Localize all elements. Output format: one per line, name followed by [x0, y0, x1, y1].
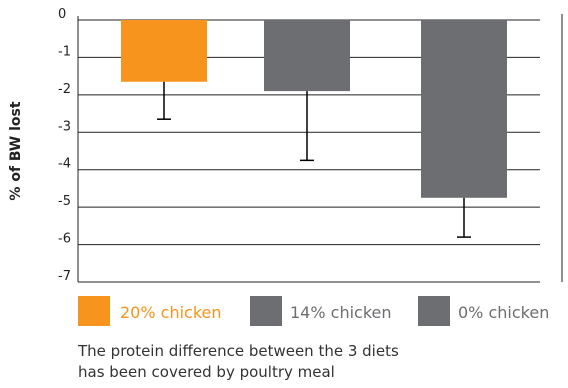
y-tick-label: -3 [58, 119, 71, 134]
y-tick-label: -4 [58, 157, 71, 172]
chart-note-line-1: The protein difference between the 3 die… [78, 342, 399, 360]
chart-note: The protein difference between the 3 die… [78, 341, 518, 383]
bar [121, 20, 207, 82]
bar [264, 20, 350, 92]
y-tick-label: -6 [58, 232, 71, 247]
y-axis-ticks: 0 -1 -2 -3 -4 -5 -6 -7 [58, 7, 71, 284]
bar [421, 20, 507, 198]
legend-label: 20% chicken [120, 303, 222, 322]
legend: 20% chicken 14% chicken 0% chicken [78, 296, 549, 326]
chart-note-line-2: has been covered by poultry meal [78, 363, 335, 381]
y-tick-label: 0 [58, 7, 66, 22]
bars [121, 20, 507, 198]
y-tick-label: -7 [58, 269, 71, 284]
y-tick-label: -2 [58, 82, 71, 97]
legend-swatch [250, 296, 282, 326]
legend-label: 0% chicken [458, 303, 549, 322]
error-bars [157, 81, 471, 238]
y-tick-label: -5 [58, 194, 71, 209]
bar-chart: 0 -1 -2 -3 -4 -5 -6 -7 % of BW lost 20% chicken… [8, 7, 563, 326]
legend-label: 14% chicken [290, 303, 392, 322]
legend-swatch [78, 296, 110, 326]
y-tick-label: -1 [58, 44, 71, 59]
y-axis-label: % of BW lost [8, 101, 24, 200]
legend-swatch [418, 296, 450, 326]
